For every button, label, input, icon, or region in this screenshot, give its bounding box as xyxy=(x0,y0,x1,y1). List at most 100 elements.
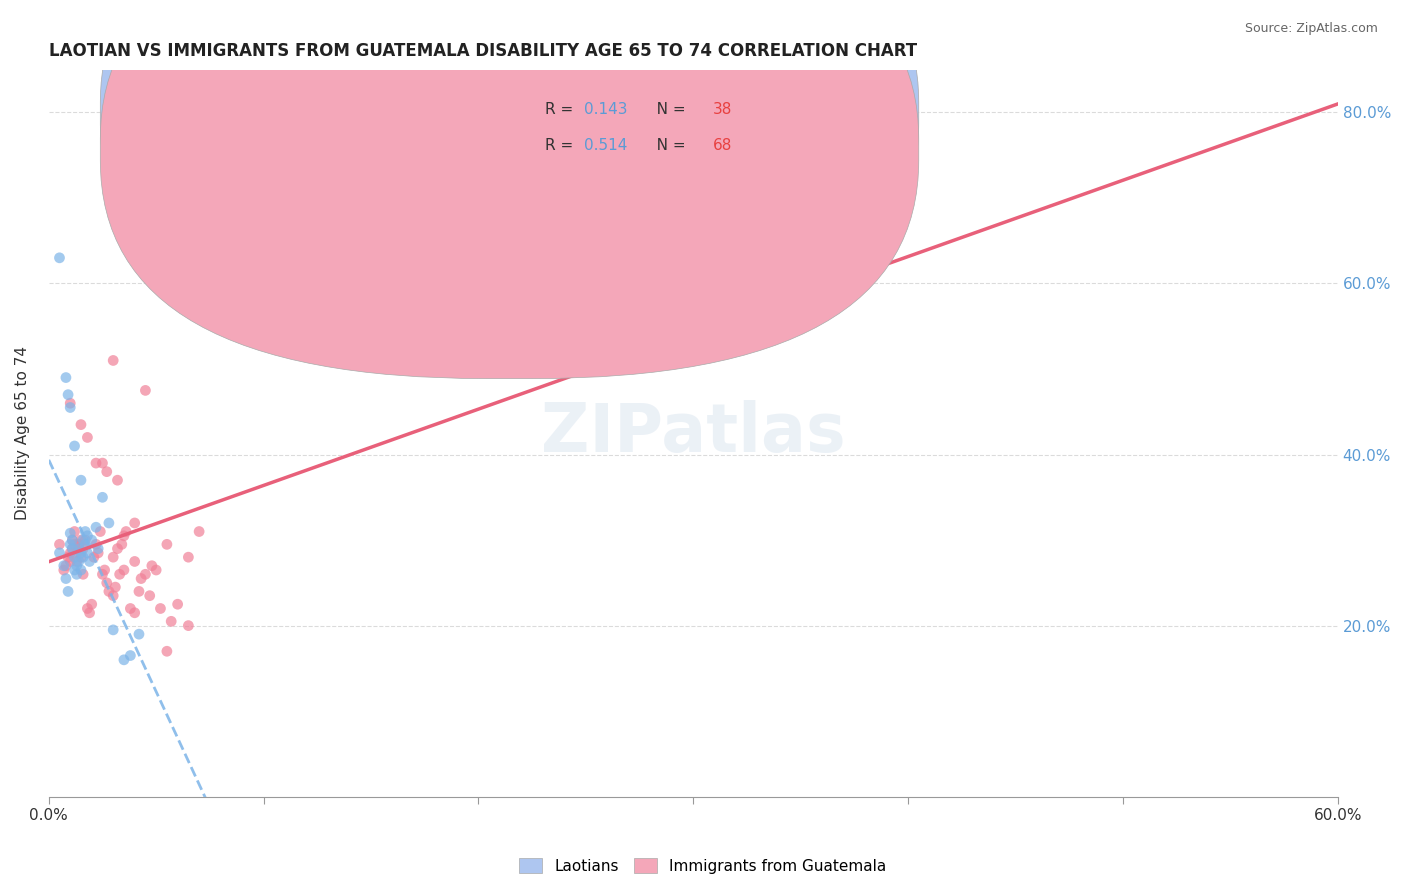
Point xyxy=(59,546,82,560)
Point xyxy=(209,105,232,120)
Point xyxy=(134,567,156,582)
Point xyxy=(60,533,83,547)
Point xyxy=(129,572,152,586)
Text: 68: 68 xyxy=(713,138,733,153)
Point xyxy=(70,417,93,432)
FancyBboxPatch shape xyxy=(100,0,918,378)
Point xyxy=(145,563,167,577)
Point xyxy=(84,456,107,470)
Point xyxy=(79,606,101,620)
Point xyxy=(70,563,93,577)
Point xyxy=(103,623,125,637)
Text: ZIPatlas: ZIPatlas xyxy=(541,401,845,467)
Point xyxy=(60,541,83,556)
Point xyxy=(188,524,211,539)
Point xyxy=(89,524,111,539)
Point xyxy=(96,465,118,479)
Point xyxy=(72,533,94,547)
Point xyxy=(52,563,75,577)
Point xyxy=(48,537,70,551)
Point xyxy=(104,580,127,594)
Point xyxy=(120,648,142,663)
Point xyxy=(91,567,114,582)
Point xyxy=(76,546,98,560)
Point xyxy=(59,401,82,415)
Point xyxy=(107,473,129,487)
Point xyxy=(60,541,83,556)
Point xyxy=(115,524,138,539)
Point xyxy=(83,550,105,565)
Point xyxy=(70,550,93,565)
Text: LAOTIAN VS IMMIGRANTS FROM GUATEMALA DISABILITY AGE 65 TO 74 CORRELATION CHART: LAOTIAN VS IMMIGRANTS FROM GUATEMALA DIS… xyxy=(49,42,917,60)
Point xyxy=(56,387,79,401)
Point xyxy=(66,567,89,582)
Point xyxy=(120,601,142,615)
Point xyxy=(67,537,90,551)
Point xyxy=(124,554,146,568)
Point xyxy=(72,541,94,556)
Legend: Laotians, Immigrants from Guatemala: Laotians, Immigrants from Guatemala xyxy=(513,852,893,880)
Point xyxy=(112,653,135,667)
Point xyxy=(76,601,98,615)
Point xyxy=(59,526,82,541)
Point xyxy=(79,554,101,568)
Point xyxy=(124,516,146,530)
Point xyxy=(48,251,70,265)
Point xyxy=(56,550,79,565)
Point xyxy=(72,550,94,565)
Point xyxy=(96,575,118,590)
Point xyxy=(103,550,125,565)
Point xyxy=(55,558,77,573)
Point xyxy=(60,533,83,547)
Point xyxy=(124,606,146,620)
Point xyxy=(55,572,77,586)
Point xyxy=(63,439,86,453)
Point xyxy=(75,533,97,547)
Point xyxy=(138,589,160,603)
Text: R =: R = xyxy=(546,103,578,117)
Point xyxy=(141,558,163,573)
Point xyxy=(84,537,107,551)
Point xyxy=(63,563,86,577)
Point xyxy=(72,567,94,582)
Point xyxy=(66,558,89,573)
Point xyxy=(91,456,114,470)
Point xyxy=(63,537,86,551)
Point xyxy=(67,554,90,568)
Y-axis label: Disability Age 65 to 74: Disability Age 65 to 74 xyxy=(15,346,30,520)
Point xyxy=(177,550,200,565)
Point xyxy=(70,533,93,547)
Point xyxy=(76,529,98,543)
Point xyxy=(48,546,70,560)
Point xyxy=(75,524,97,539)
Point xyxy=(160,615,183,629)
Point xyxy=(128,584,150,599)
Point xyxy=(134,384,156,398)
Point xyxy=(177,618,200,632)
Point xyxy=(59,537,82,551)
Point xyxy=(111,537,134,551)
Point xyxy=(97,516,120,530)
Text: Source: ZipAtlas.com: Source: ZipAtlas.com xyxy=(1244,22,1378,36)
Text: N =: N = xyxy=(641,103,690,117)
FancyBboxPatch shape xyxy=(461,84,873,178)
Point xyxy=(97,584,120,599)
Point xyxy=(87,541,110,556)
Point xyxy=(87,546,110,560)
Point xyxy=(112,529,135,543)
Text: 0.143: 0.143 xyxy=(583,103,627,117)
Point xyxy=(56,584,79,599)
Point xyxy=(149,601,172,615)
Point xyxy=(166,234,188,248)
Point xyxy=(107,541,129,556)
Point xyxy=(128,627,150,641)
Point xyxy=(67,541,90,556)
Point xyxy=(52,558,75,573)
Point xyxy=(103,353,125,368)
Point xyxy=(63,524,86,539)
Point xyxy=(91,491,114,505)
Point xyxy=(156,537,179,551)
Text: 0.514: 0.514 xyxy=(583,138,627,153)
Text: R =: R = xyxy=(546,138,578,153)
Point xyxy=(108,567,131,582)
